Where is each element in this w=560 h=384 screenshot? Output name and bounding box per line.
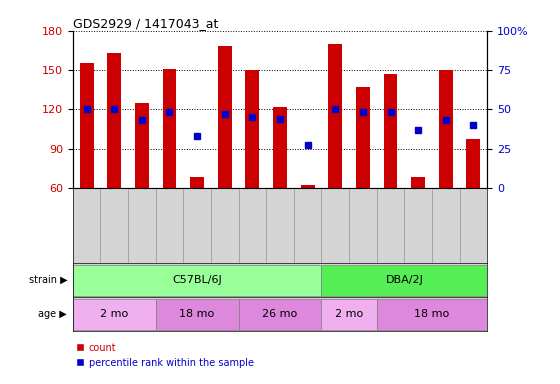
Bar <box>108 53 121 188</box>
Bar <box>80 63 94 188</box>
Bar <box>245 70 259 188</box>
Bar <box>377 299 487 330</box>
Bar <box>321 265 487 296</box>
Bar <box>135 103 149 188</box>
Bar <box>218 46 232 188</box>
Text: 18 mo: 18 mo <box>414 310 450 319</box>
Text: age ▶: age ▶ <box>39 310 67 319</box>
Bar <box>73 265 321 296</box>
Bar <box>273 107 287 188</box>
Bar <box>384 74 398 188</box>
Text: GDS2929 / 1417043_at: GDS2929 / 1417043_at <box>73 17 218 30</box>
Text: 26 mo: 26 mo <box>263 310 297 319</box>
Bar <box>156 299 239 330</box>
Legend: count, percentile rank within the sample: count, percentile rank within the sample <box>72 339 258 371</box>
Bar <box>356 87 370 188</box>
Text: C57BL/6J: C57BL/6J <box>172 275 222 285</box>
Text: 2 mo: 2 mo <box>100 310 128 319</box>
Bar <box>162 69 176 188</box>
Bar <box>328 44 342 188</box>
Bar <box>239 299 321 330</box>
Bar <box>411 177 425 188</box>
Text: DBA/2J: DBA/2J <box>385 275 423 285</box>
Text: strain ▶: strain ▶ <box>29 275 67 285</box>
Text: 2 mo: 2 mo <box>335 310 363 319</box>
Text: 18 mo: 18 mo <box>180 310 214 319</box>
Bar <box>190 177 204 188</box>
Bar <box>466 139 480 188</box>
Bar <box>73 299 156 330</box>
Bar <box>439 70 452 188</box>
Bar <box>301 185 315 188</box>
Bar <box>321 299 377 330</box>
